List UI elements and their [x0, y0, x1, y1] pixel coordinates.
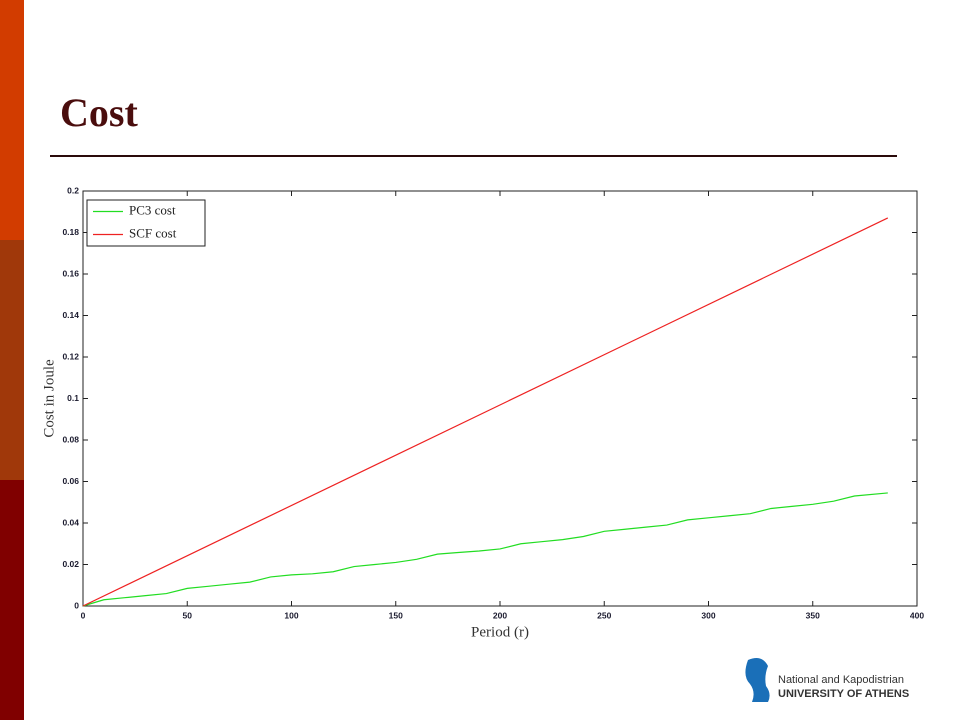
logo-icon [745, 658, 770, 702]
x-tick-label: 100 [284, 610, 298, 620]
logo: National and Kapodistrian UNIVERSITY OF … [745, 658, 909, 702]
y-tick-label: 0.1 [67, 393, 79, 403]
data-line [82, 492, 888, 607]
y-tick-label: 0 [74, 600, 79, 610]
slide-title: Cost [60, 90, 138, 135]
legend-label: SCF cost [129, 225, 177, 240]
logo-text: UNIVERSITY OF ATHENS [778, 688, 909, 700]
data-line [82, 217, 889, 607]
x-tick-label: 200 [493, 610, 507, 620]
x-axis-label: Period (r) [471, 624, 529, 640]
legend-label: PC3 cost [129, 202, 176, 217]
side-strip [0, 480, 24, 720]
x-tick-label: 350 [806, 610, 820, 620]
y-tick-label: 0.06 [62, 476, 79, 486]
y-tick-label: 0.12 [62, 351, 79, 361]
side-strip [0, 0, 24, 240]
x-tick-label: 250 [597, 610, 611, 620]
x-tick-label: 150 [389, 610, 403, 620]
x-tick-label: 400 [910, 610, 924, 620]
plot-area [82, 190, 918, 607]
y-tick-label: 0.08 [62, 434, 79, 444]
y-axis-label: Cost in Joule [41, 359, 57, 438]
x-tick-label: 50 [183, 610, 193, 620]
y-tick-label: 0.2 [67, 185, 79, 195]
legend-box [86, 199, 206, 247]
y-tick-label: 0.04 [62, 517, 79, 527]
y-tick-label: 0.18 [62, 227, 79, 237]
y-tick-label: 0.02 [62, 559, 79, 569]
x-tick-label: 300 [701, 610, 715, 620]
y-tick-label: 0.16 [62, 268, 79, 278]
side-strip [0, 240, 24, 480]
x-tick-label: 0 [81, 610, 86, 620]
y-tick-label: 0.14 [62, 310, 79, 320]
logo-text: National and Kapodistrian [778, 674, 904, 686]
